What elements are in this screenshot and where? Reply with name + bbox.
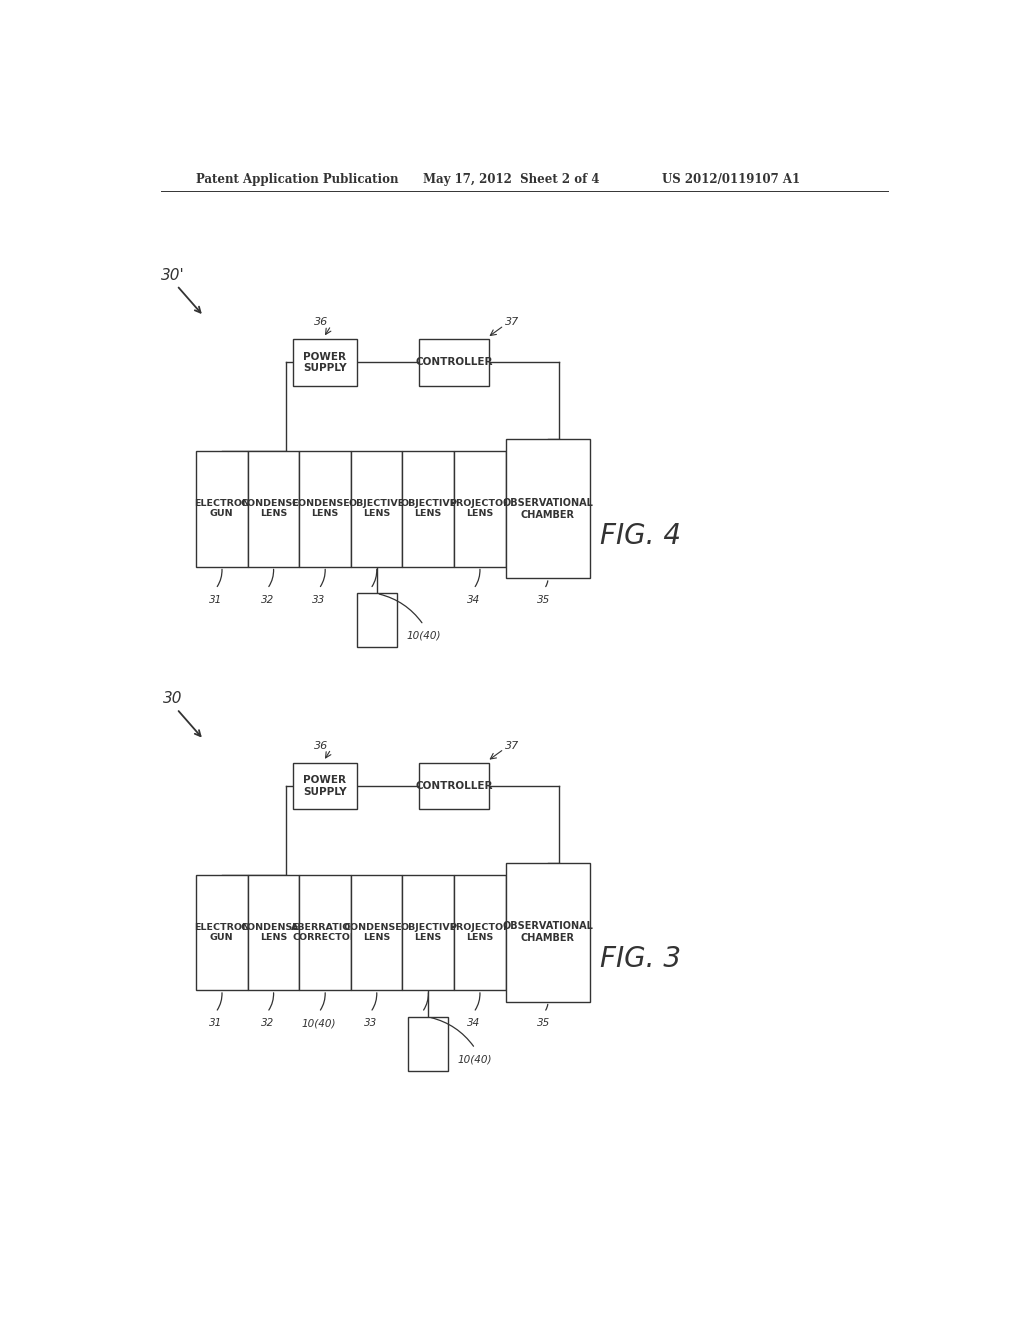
Text: 10(40): 10(40)	[407, 631, 440, 640]
Bar	[506, 440, 590, 578]
Text: May 17, 2012  Sheet 2 of 4: May 17, 2012 Sheet 2 of 4	[423, 173, 600, 186]
Text: 35: 35	[538, 594, 551, 605]
Text: FIG. 3: FIG. 3	[600, 945, 681, 973]
Text: POWER
SUPPLY: POWER SUPPLY	[303, 351, 347, 374]
Bar	[419, 339, 488, 385]
Text: 33: 33	[364, 1018, 377, 1028]
Text: ABERRATION
CORRECTOR: ABERRATION CORRECTOR	[291, 923, 359, 942]
Text: CONTROLLER: CONTROLLER	[415, 781, 493, 791]
Bar	[294, 339, 356, 385]
Text: CONDENSER
LENS: CONDENSER LENS	[241, 923, 306, 942]
Text: 37: 37	[505, 741, 519, 751]
Text: 10(40): 10(40)	[302, 1018, 336, 1028]
Bar	[454, 451, 506, 566]
Text: POWER
SUPPLY: POWER SUPPLY	[303, 775, 347, 797]
Text: ELECTRON
GUN: ELECTRON GUN	[194, 499, 250, 519]
Bar	[351, 451, 402, 566]
Bar	[196, 874, 248, 990]
Bar	[248, 874, 299, 990]
Text: 10(40): 10(40)	[458, 1055, 493, 1064]
Text: 34: 34	[467, 594, 480, 605]
Bar	[419, 763, 488, 809]
Text: PROJECTOR
LENS: PROJECTOR LENS	[450, 923, 510, 942]
Text: PROJECTOR
LENS: PROJECTOR LENS	[450, 499, 510, 519]
Text: 30: 30	[163, 692, 182, 706]
Text: 14: 14	[364, 594, 377, 605]
Bar	[402, 874, 454, 990]
Bar	[196, 451, 248, 566]
Text: CONDENSER
LENS: CONDENSER LENS	[344, 923, 410, 942]
Text: 35: 35	[538, 1018, 551, 1028]
Bar	[402, 451, 454, 566]
Text: OBSERVATIONAL
CHAMBER: OBSERVATIONAL CHAMBER	[503, 921, 593, 942]
Text: 31: 31	[209, 1018, 222, 1028]
Bar	[248, 451, 299, 566]
Text: 36: 36	[314, 317, 329, 327]
Text: Patent Application Publication: Patent Application Publication	[196, 173, 398, 186]
Text: CONDENSER
LENS: CONDENSER LENS	[292, 499, 358, 519]
Bar	[294, 763, 356, 809]
Bar	[454, 874, 506, 990]
Bar	[506, 863, 590, 1002]
Text: 33: 33	[312, 594, 326, 605]
Text: OBJECTIVE
LENS: OBJECTIVE LENS	[348, 499, 404, 519]
Bar	[351, 874, 402, 990]
Text: CONTROLLER: CONTROLLER	[415, 358, 493, 367]
Bar	[356, 594, 396, 647]
Text: OBJECTIVE
LENS: OBJECTIVE LENS	[400, 499, 457, 519]
Text: 32: 32	[261, 594, 273, 605]
Text: CONDENSER
LENS: CONDENSER LENS	[241, 499, 306, 519]
Text: 34: 34	[467, 1018, 480, 1028]
Text: FIG. 4: FIG. 4	[600, 521, 681, 549]
Bar	[299, 451, 351, 566]
Text: 37: 37	[505, 317, 519, 327]
Text: 30': 30'	[161, 268, 184, 282]
Text: 36: 36	[314, 741, 329, 751]
Bar	[409, 1016, 449, 1071]
Text: 31: 31	[209, 594, 222, 605]
Text: 14: 14	[416, 1018, 429, 1028]
Text: 32: 32	[261, 1018, 273, 1028]
Text: OBSERVATIONAL
CHAMBER: OBSERVATIONAL CHAMBER	[503, 498, 593, 520]
Text: ELECTRON
GUN: ELECTRON GUN	[194, 923, 250, 942]
Text: US 2012/0119107 A1: US 2012/0119107 A1	[662, 173, 800, 186]
Bar	[299, 874, 351, 990]
Text: OBJECTIVE
LENS: OBJECTIVE LENS	[400, 923, 457, 942]
